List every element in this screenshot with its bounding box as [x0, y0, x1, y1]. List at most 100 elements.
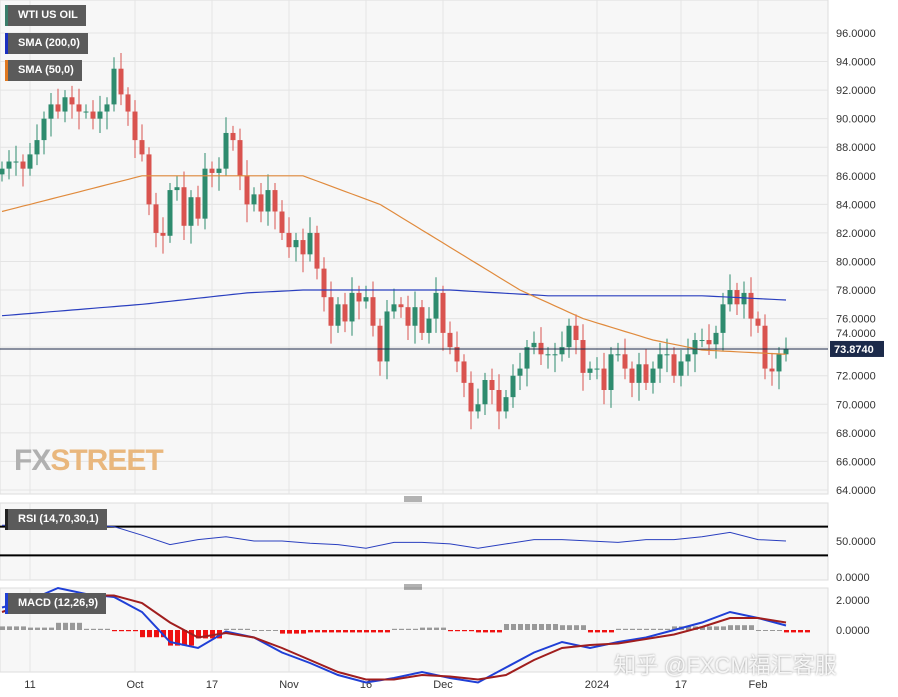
candle-body [335, 304, 341, 326]
macd-histogram-bar [196, 630, 201, 639]
candle-body [608, 354, 614, 390]
candle [615, 342, 621, 362]
candle [48, 92, 54, 137]
macd-histogram-bar [63, 622, 68, 630]
macd-histogram-bar [441, 627, 446, 630]
candle-body [0, 168, 5, 175]
candle-body [48, 104, 54, 119]
candle-body [475, 404, 481, 412]
candle-body [517, 368, 523, 376]
legend-rsi[interactable]: RSI (14,70,30,1) [5, 509, 107, 530]
x-tick-label: 17 [206, 679, 218, 691]
candle [748, 277, 754, 337]
candle [62, 90, 68, 123]
legend-macd[interactable]: MACD (12,26,9) [5, 593, 107, 614]
signal-line [1, 594, 787, 681]
macd-histogram-bar [112, 630, 117, 632]
x-tick-label: Dec [433, 679, 453, 691]
candle [188, 190, 194, 244]
candle-body [202, 168, 208, 219]
current-price-badge [830, 340, 884, 357]
candle [6, 150, 12, 180]
candle [510, 364, 516, 408]
candle-body [139, 140, 145, 155]
y-tick-label: 86.0000 [836, 171, 876, 183]
candle [244, 160, 250, 223]
candle-body [482, 380, 488, 405]
macd-histogram-bar [413, 628, 418, 630]
y-tick-label: 84.0000 [836, 199, 876, 211]
y-tick-label: 74.0000 [836, 328, 876, 340]
candle [426, 307, 432, 344]
rsi-line [2, 524, 787, 549]
candle [370, 281, 376, 337]
macd-histogram-bar [273, 630, 278, 631]
candle-body [286, 232, 292, 248]
candle [503, 390, 509, 419]
macd-histogram-bar [133, 630, 138, 632]
candle [664, 338, 670, 373]
macd-histogram-bar [245, 628, 250, 630]
candle-body [55, 104, 61, 112]
macd-histogram-bar [189, 630, 194, 646]
candle [125, 87, 131, 126]
candle [468, 371, 474, 430]
candle-body [720, 304, 726, 333]
candle-body [545, 354, 551, 356]
candle [321, 257, 327, 312]
candle [195, 185, 201, 226]
candle-body [265, 190, 271, 212]
macd-histogram-bar [756, 630, 761, 631]
macd-histogram-bar [770, 630, 775, 631]
macd-histogram-bar [175, 630, 180, 646]
candle-body [377, 325, 383, 362]
candle [20, 154, 26, 187]
candle-body [419, 307, 425, 333]
macd-histogram-bar [203, 630, 208, 639]
y-tick-label: 66.0000 [836, 456, 876, 468]
candle-body [125, 94, 131, 112]
macd-histogram-bar [266, 630, 271, 631]
candle [496, 374, 502, 430]
candle [104, 97, 110, 130]
macd-histogram-bar [7, 626, 12, 630]
candle-body [769, 368, 775, 372]
macd-histogram-bar [350, 630, 355, 633]
macd-histogram-bar [805, 630, 810, 633]
macd-histogram-bar [385, 630, 390, 633]
macd-histogram-bar [728, 625, 733, 630]
legend-wti[interactable]: WTI US OIL [5, 5, 86, 26]
candle-body [594, 368, 600, 370]
y-tick-label: 68.0000 [836, 428, 876, 440]
legend-sma200[interactable]: SMA (200,0) [5, 33, 88, 54]
candle-body [468, 382, 474, 412]
macd-histogram-bar [98, 628, 103, 630]
legend-sma50[interactable]: SMA (50,0) [5, 60, 82, 81]
macd-histogram-bar [448, 630, 453, 632]
candle-body [706, 340, 712, 345]
candle-body [615, 354, 621, 356]
macd-histogram-bar [553, 624, 558, 630]
candle [335, 297, 341, 333]
macd-histogram-bar [567, 625, 572, 630]
macd-histogram-bar [630, 628, 635, 630]
candle-body [132, 111, 138, 141]
candle-body [503, 397, 509, 412]
x-tick-label: Nov [279, 679, 299, 691]
candle-body [111, 68, 117, 105]
candle [132, 100, 138, 158]
macd-histogram-bar [364, 630, 369, 633]
macd-histogram-bar [70, 622, 75, 630]
candle [356, 285, 362, 320]
candle-body [391, 304, 397, 312]
candle [398, 297, 404, 318]
candle-body [629, 368, 635, 383]
macd-tick-label: 0.0000 [836, 625, 870, 637]
candle-body [307, 232, 313, 255]
macd-histogram-bar [259, 630, 264, 631]
candle-body [41, 118, 47, 141]
candle-body [412, 307, 418, 326]
candle [293, 232, 299, 262]
candle-body [342, 304, 348, 322]
